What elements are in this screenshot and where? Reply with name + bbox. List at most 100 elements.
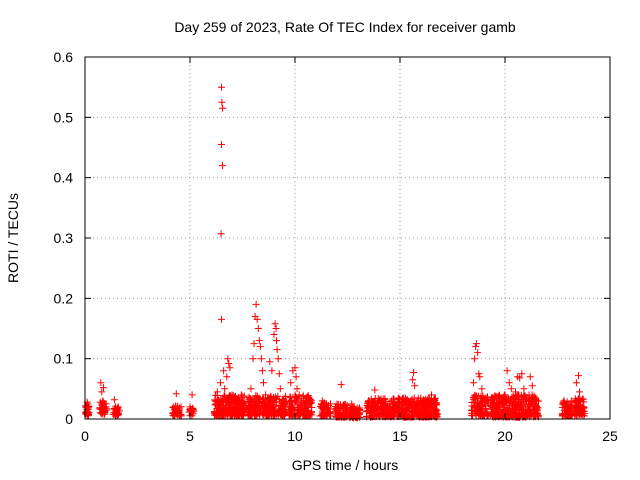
data-point-marker bbox=[493, 411, 501, 419]
x-tick-label: 10 bbox=[287, 428, 303, 444]
data-point-marker bbox=[403, 406, 411, 414]
data-point-marker bbox=[273, 337, 280, 345]
data-point-marker bbox=[253, 407, 261, 415]
data-point-marker bbox=[413, 397, 421, 405]
data-point-marker bbox=[370, 398, 378, 406]
data-point-marker bbox=[262, 391, 270, 399]
data-point-marker bbox=[218, 83, 225, 91]
data-point-marker bbox=[215, 400, 223, 408]
data-point-marker bbox=[265, 396, 273, 403]
data-point-marker bbox=[505, 408, 512, 416]
data-point-marker bbox=[245, 402, 253, 410]
data-point-marker bbox=[505, 379, 513, 387]
y-tick-label: 0.6 bbox=[54, 49, 74, 65]
data-point-marker bbox=[410, 369, 418, 376]
data-point-marker bbox=[273, 409, 281, 417]
data-point-marker bbox=[110, 396, 118, 404]
data-point-marker bbox=[472, 343, 480, 351]
data-point-marker bbox=[293, 398, 301, 406]
data-point-marker bbox=[491, 392, 499, 400]
data-point-marker bbox=[273, 346, 281, 354]
data-point-marker bbox=[256, 343, 264, 351]
data-point-marker bbox=[411, 410, 419, 418]
data-point-marker bbox=[572, 379, 580, 387]
data-point-marker bbox=[573, 399, 580, 407]
data-point-marker bbox=[245, 393, 253, 401]
data-point-marker bbox=[272, 325, 280, 332]
data-point-marker bbox=[221, 407, 229, 415]
data-point-marker bbox=[173, 408, 181, 416]
data-point-marker bbox=[264, 397, 272, 405]
data-point-marker bbox=[297, 397, 305, 405]
data-point-marker bbox=[213, 388, 221, 396]
data-point-marker bbox=[577, 397, 585, 405]
x-tick-label: 15 bbox=[392, 428, 408, 444]
data-point-marker bbox=[495, 400, 503, 408]
data-point-marker bbox=[527, 411, 535, 419]
data-point-marker bbox=[574, 408, 582, 416]
data-point-marker bbox=[571, 395, 579, 403]
data-point-marker bbox=[425, 395, 433, 403]
data-point-marker bbox=[501, 391, 509, 399]
data-point-marker bbox=[214, 401, 222, 409]
data-point-marker bbox=[576, 407, 584, 415]
data-point-marker bbox=[564, 406, 572, 414]
data-point-marker bbox=[391, 409, 399, 417]
data-point-marker bbox=[354, 409, 362, 417]
data-point-marker bbox=[364, 407, 372, 415]
chart-title: Day 259 of 2023, Rate Of TEC Index for r… bbox=[174, 19, 516, 35]
data-point-marker bbox=[501, 399, 508, 407]
data-point-marker bbox=[322, 412, 330, 420]
data-point-marker bbox=[288, 397, 296, 405]
data-point-marker bbox=[249, 355, 257, 363]
data-point-marker bbox=[240, 406, 247, 414]
data-point-marker bbox=[479, 393, 487, 401]
y-tick-label: 0.4 bbox=[54, 170, 74, 186]
data-point-marker bbox=[101, 406, 109, 414]
data-point-marker bbox=[507, 385, 515, 393]
y-tick-label: 0.2 bbox=[54, 290, 74, 306]
data-point-marker bbox=[222, 397, 230, 405]
data-point-marker bbox=[372, 404, 379, 412]
data-point-marker bbox=[574, 402, 581, 410]
data-point-marker bbox=[526, 403, 534, 411]
data-point-marker bbox=[411, 382, 419, 390]
data-point-marker bbox=[255, 399, 263, 407]
data-point-marker bbox=[318, 397, 326, 405]
data-point-marker bbox=[478, 385, 486, 393]
data-point-marker bbox=[400, 397, 408, 405]
x-tick-label: 5 bbox=[186, 428, 194, 444]
data-point-marker bbox=[302, 412, 310, 420]
data-point-marker bbox=[252, 300, 260, 308]
data-point-marker bbox=[470, 379, 477, 387]
data-point-marker bbox=[369, 400, 377, 408]
data-point-marker bbox=[254, 392, 262, 400]
data-point-marker bbox=[217, 230, 225, 238]
data-point-marker bbox=[226, 364, 234, 372]
data-point-marker bbox=[488, 410, 495, 418]
data-point-marker bbox=[514, 404, 522, 412]
data-point-marker bbox=[234, 407, 242, 415]
data-point-marker bbox=[230, 409, 238, 417]
data-point-marker bbox=[247, 385, 255, 393]
data-point-marker bbox=[528, 382, 536, 390]
data-point-marker bbox=[534, 404, 542, 412]
data-point-marker bbox=[512, 388, 519, 396]
data-point-marker bbox=[268, 367, 276, 375]
data-point-marker bbox=[323, 400, 330, 408]
data-point-marker bbox=[471, 355, 479, 363]
data-point-marker bbox=[172, 390, 180, 398]
data-point-marker bbox=[287, 379, 295, 387]
data-point-marker bbox=[293, 385, 301, 393]
data-point-marker bbox=[236, 403, 244, 411]
data-point-marker bbox=[491, 403, 498, 411]
data-point-marker bbox=[468, 407, 476, 415]
data-point-marker bbox=[579, 403, 587, 411]
data-points bbox=[82, 83, 588, 422]
data-point-marker bbox=[566, 400, 574, 408]
x-tick-label: 20 bbox=[497, 428, 513, 444]
data-point-marker bbox=[211, 397, 219, 405]
data-point-marker bbox=[257, 355, 265, 363]
data-point-marker bbox=[513, 403, 521, 410]
data-point-marker bbox=[421, 411, 429, 418]
